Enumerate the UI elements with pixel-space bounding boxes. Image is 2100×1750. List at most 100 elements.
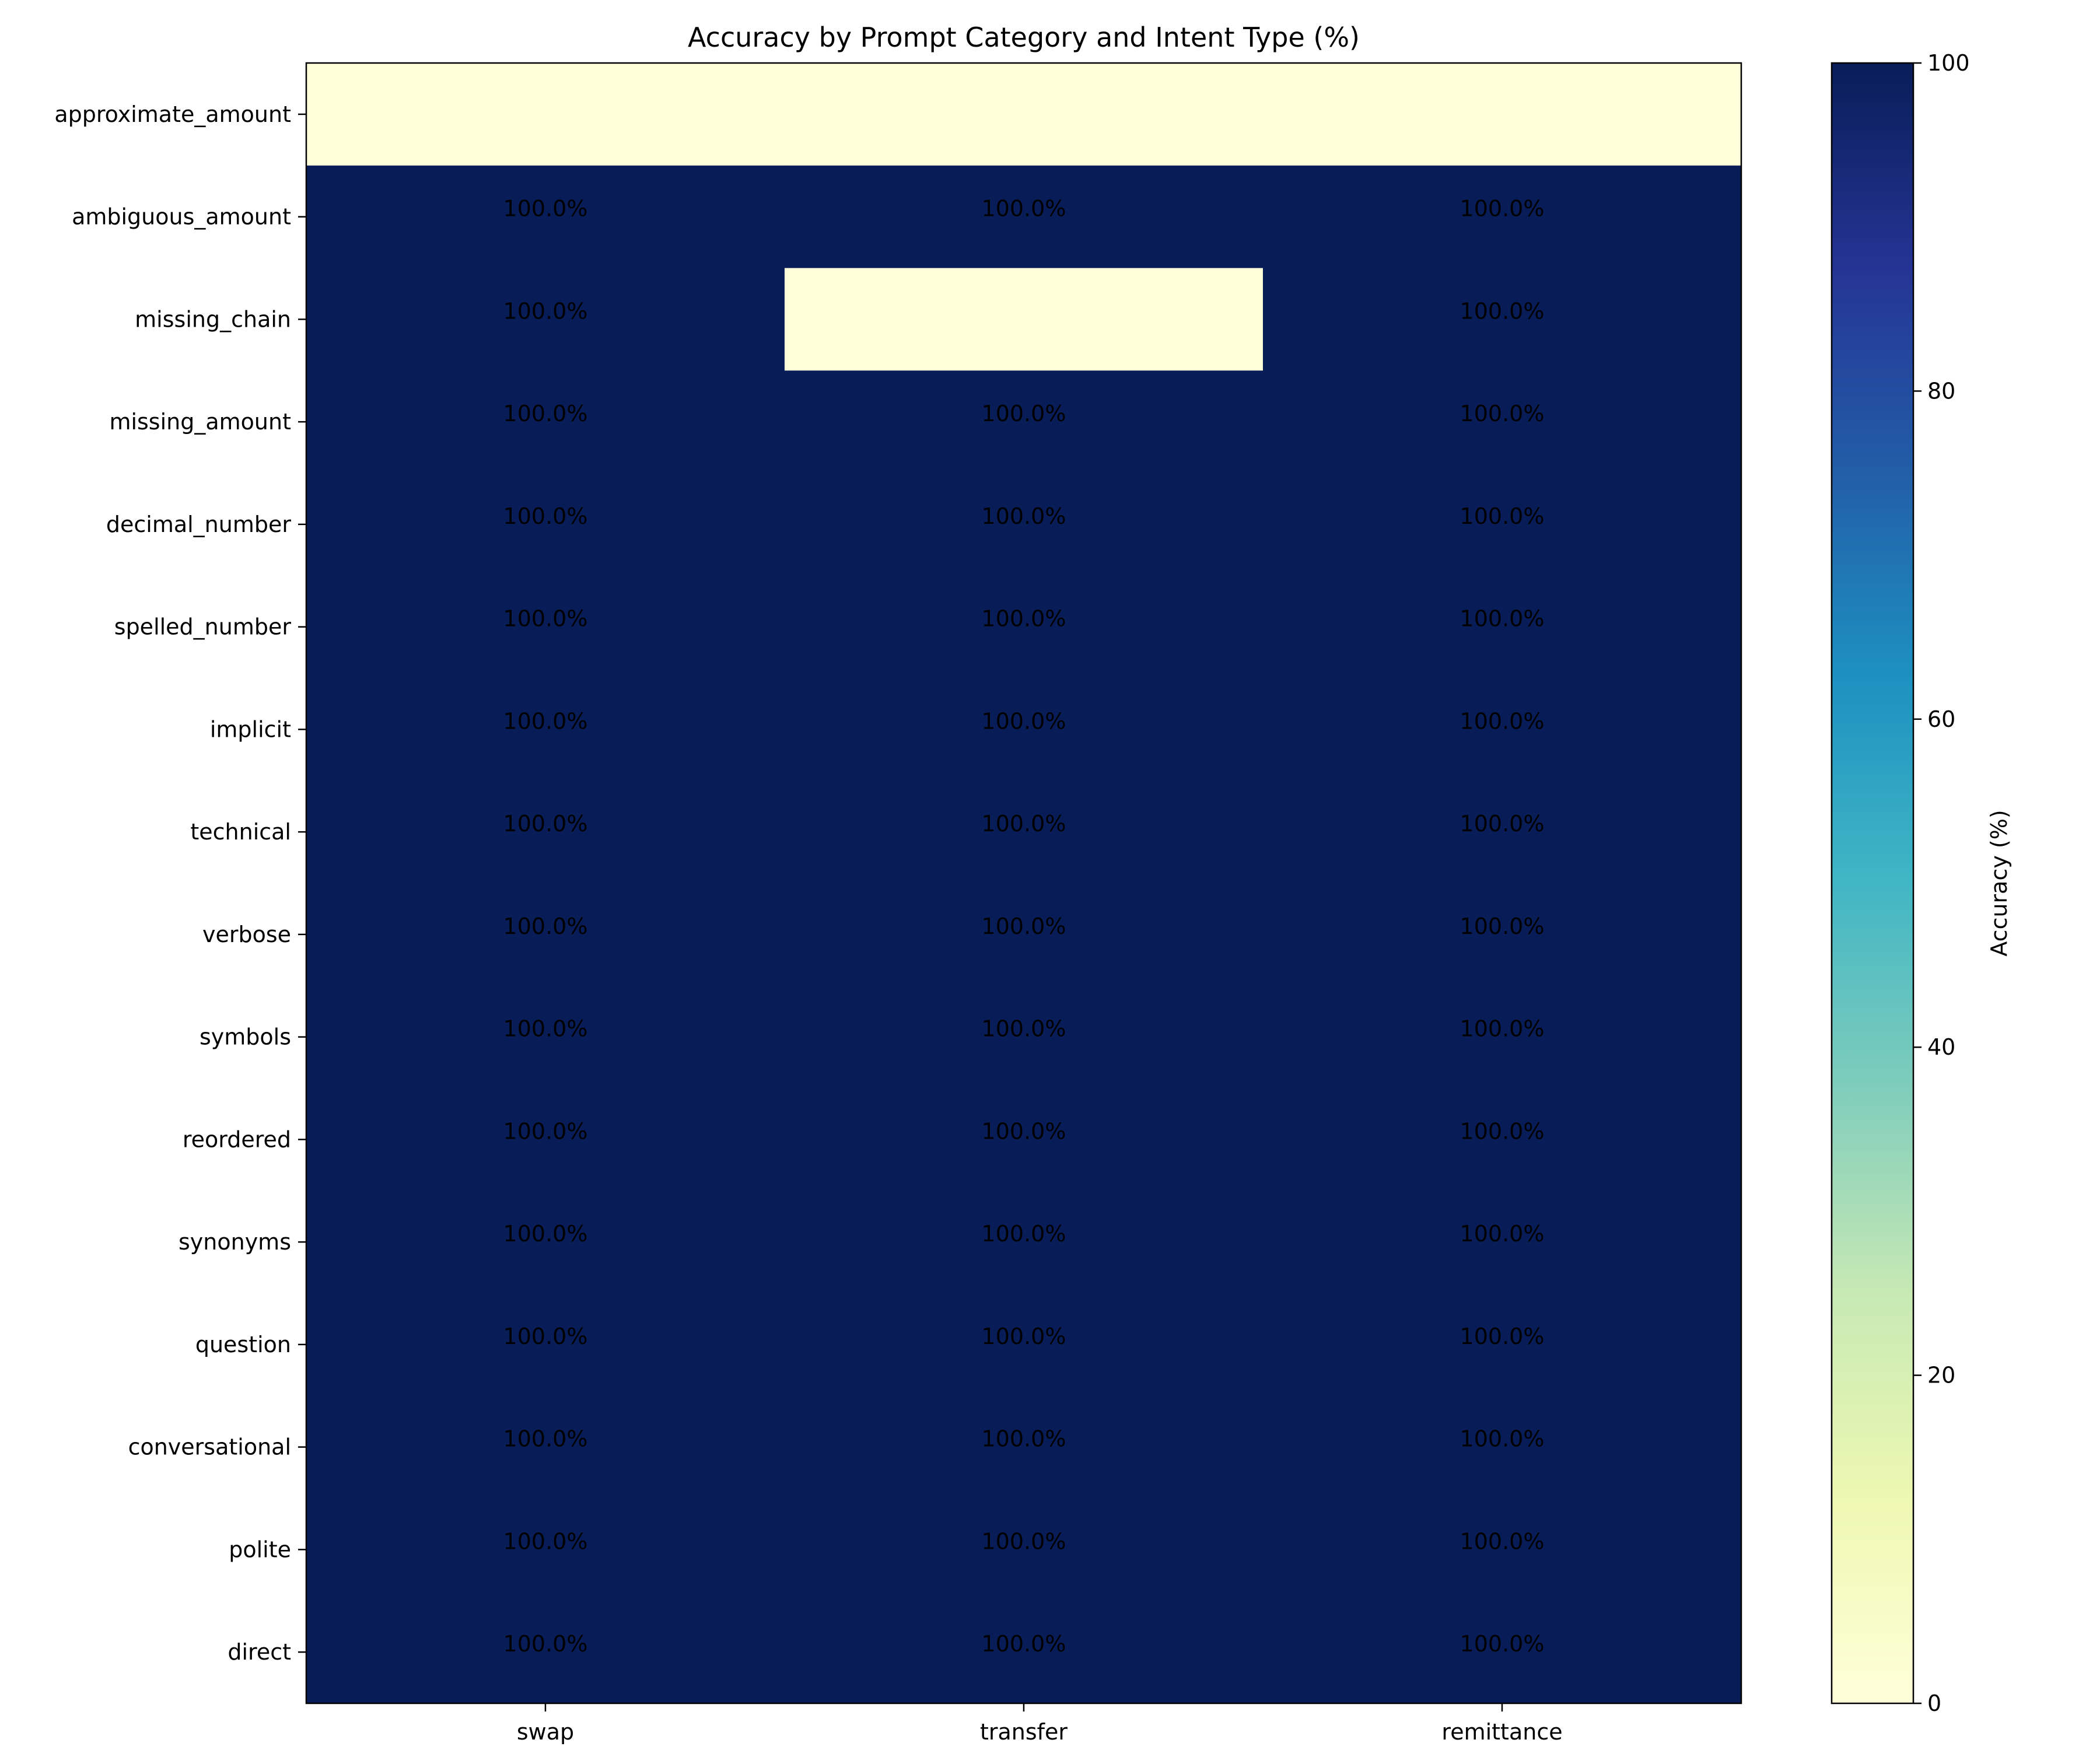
heatmap-cell xyxy=(306,1088,785,1191)
y-tick-label: symbols xyxy=(200,1024,291,1050)
y-tick-label: missing_amount xyxy=(109,409,291,435)
cell-value-label: 100.0% xyxy=(982,401,1066,426)
colorbar: Accuracy (%) 0 20 40 60 80 100 xyxy=(1831,50,2012,1716)
heatmap-cell xyxy=(1263,678,1742,781)
y-tick-label: ambiguous_amount xyxy=(72,204,291,230)
heatmap-cell xyxy=(1263,575,1742,678)
cell-value-label: 100.0% xyxy=(1460,1324,1545,1349)
cell-value-label: 100.0% xyxy=(503,1016,588,1042)
heatmap-cell xyxy=(785,1498,1264,1601)
heatmap-cell xyxy=(1263,63,1742,166)
cell-value-label: 100.0% xyxy=(1460,811,1545,836)
cell-value-label: 100.0% xyxy=(503,1528,588,1554)
y-tick-label: polite xyxy=(229,1536,291,1562)
y-tick-label: technical xyxy=(190,819,291,845)
cell-value-label: 100.0% xyxy=(982,1426,1066,1452)
heatmap-cell xyxy=(306,165,785,268)
heatmap-cell xyxy=(306,883,785,986)
cell-value-label: 100.0% xyxy=(1460,401,1545,426)
cell-value-label: 100.0% xyxy=(503,1631,588,1657)
y-tick-label: conversational xyxy=(128,1434,291,1460)
colorbar-tick-label: 40 xyxy=(1927,1034,1955,1060)
y-tick-label: question xyxy=(195,1332,291,1357)
cell-value-label: 100.0% xyxy=(982,1221,1066,1247)
y-tick-label: reordered xyxy=(183,1126,291,1152)
cell-value-label: 100.0% xyxy=(982,503,1066,529)
heatmap-cell xyxy=(1263,1498,1742,1601)
heatmap-cell xyxy=(785,63,1264,166)
cell-value-label: 100.0% xyxy=(1460,708,1545,734)
chart-title: Accuracy by Prompt Category and Intent T… xyxy=(688,22,1360,53)
x-axis: swap transfer remittance xyxy=(517,1703,1563,1745)
heatmap-cell xyxy=(785,370,1264,474)
heatmap-cell xyxy=(785,678,1264,781)
cell-value-label: 100.0% xyxy=(982,1528,1066,1554)
heatmap-cell xyxy=(785,1395,1264,1499)
heatmap-cell xyxy=(306,1395,785,1499)
cell-value-label: 100.0% xyxy=(1460,1426,1545,1452)
heatmap-cell xyxy=(306,1498,785,1601)
heatmap-cell xyxy=(1263,370,1742,474)
x-tick-label: transfer xyxy=(980,1719,1068,1745)
cell-value-label: 100.0% xyxy=(503,1221,588,1247)
y-tick-label: direct xyxy=(228,1639,291,1665)
y-tick-label: synonyms xyxy=(178,1229,291,1255)
cell-value-label: 100.0% xyxy=(503,1118,588,1144)
cell-value-label: 100.0% xyxy=(503,914,588,939)
y-tick-label: approximate_amount xyxy=(54,102,291,127)
cell-value-label: 100.0% xyxy=(982,606,1066,632)
cell-value-label: 100.0% xyxy=(1460,1016,1545,1042)
cell-value-label: 100.0% xyxy=(503,708,588,734)
heatmap-cell xyxy=(1263,780,1742,884)
x-tick-label: swap xyxy=(517,1719,574,1745)
heatmap-cell xyxy=(1263,883,1742,986)
heatmap-cell xyxy=(785,473,1264,576)
heatmap-cell xyxy=(306,370,785,474)
colorbar-label: Accuracy (%) xyxy=(1986,810,2012,956)
x-tick-label: remittance xyxy=(1441,1719,1562,1745)
heatmap-cell xyxy=(785,780,1264,884)
cell-value-label: 100.0% xyxy=(982,708,1066,734)
heatmap-cell xyxy=(785,883,1264,986)
heatmap-cell xyxy=(785,268,1264,371)
heatmap-cell xyxy=(1263,268,1742,371)
cell-value-label: 100.0% xyxy=(1460,298,1545,324)
cell-value-label: 100.0% xyxy=(1460,1118,1545,1144)
heatmap-cell xyxy=(306,985,785,1088)
heatmap-cell xyxy=(306,575,785,678)
y-tick-label: missing_chain xyxy=(135,306,291,332)
cell-value-label: 100.0% xyxy=(982,196,1066,222)
cell-value-label: 100.0% xyxy=(503,606,588,632)
heatmap-cell xyxy=(306,268,785,371)
cell-value-label: 100.0% xyxy=(982,914,1066,939)
y-axis: approximate_amount ambiguous_amountmissin… xyxy=(54,102,306,1665)
y-tick-label: implicit xyxy=(210,716,291,742)
cell-value-label: 100.0% xyxy=(503,1324,588,1349)
heatmap-cell xyxy=(785,1191,1264,1294)
y-tick-label: decimal_number xyxy=(106,512,291,537)
cell-value-label: 100.0% xyxy=(982,1631,1066,1657)
heatmap-cell xyxy=(306,678,785,781)
cell-value-label: 100.0% xyxy=(503,503,588,529)
heatmap-cell xyxy=(1263,985,1742,1088)
cell-value-label: 100.0% xyxy=(982,1118,1066,1144)
cell-value-label: 100.0% xyxy=(1460,1528,1545,1554)
colorbar-tick-label: 60 xyxy=(1927,706,1955,732)
heatmap-cell xyxy=(306,1601,785,1704)
cell-value-label: 100.0% xyxy=(982,811,1066,836)
colorbar-tick-label: 80 xyxy=(1927,378,1955,404)
heatmap-cell xyxy=(306,780,785,884)
heatmap-cell xyxy=(306,473,785,576)
colorbar-tick-label: 20 xyxy=(1927,1363,1955,1388)
heatmap-cell xyxy=(785,575,1264,678)
heatmap-cell xyxy=(306,1293,785,1396)
cell-value-label: 100.0% xyxy=(1460,196,1545,222)
plot-frame xyxy=(305,62,1742,1704)
cell-value-label: 100.0% xyxy=(503,811,588,836)
colorbar-tick-label: 100 xyxy=(1927,50,1970,76)
heatmap-cell xyxy=(1263,1088,1742,1191)
heatmap-cell xyxy=(785,1293,1264,1396)
heatmap-cell xyxy=(306,1191,785,1294)
